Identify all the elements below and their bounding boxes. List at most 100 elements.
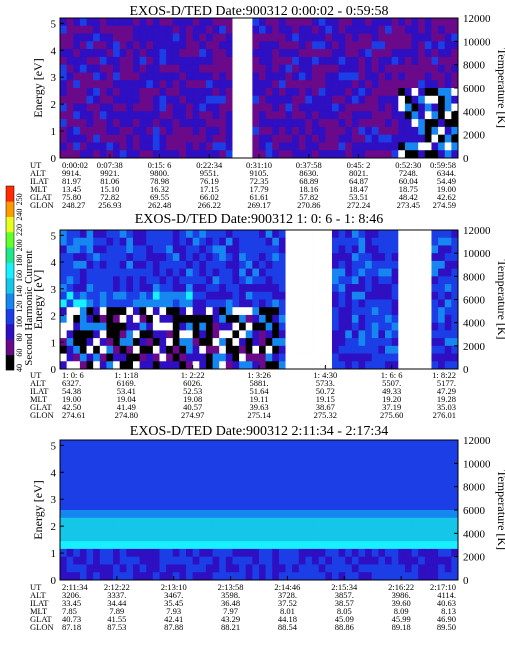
heatmap-cell bbox=[119, 486, 127, 495]
heatmap-cell bbox=[192, 548, 200, 558]
heatmap-cell bbox=[172, 95, 180, 104]
heatmap-cell bbox=[431, 80, 439, 89]
heatmap-cell bbox=[292, 572, 300, 581]
heatmap-cell bbox=[272, 230, 280, 239]
heatmap-cell bbox=[331, 533, 339, 542]
heatmap-cell bbox=[212, 455, 220, 464]
heatmap-cell bbox=[212, 284, 220, 293]
heatmap-cell bbox=[312, 33, 320, 42]
heatmap-cell bbox=[199, 541, 207, 550]
heatmap-cell bbox=[391, 463, 399, 472]
heatmap-cell bbox=[424, 291, 432, 300]
heatmap-cell bbox=[345, 88, 353, 97]
heatmap-cell bbox=[225, 345, 233, 354]
heatmap-cell bbox=[312, 533, 320, 542]
heatmap-cell bbox=[139, 88, 147, 97]
heatmap-cell bbox=[345, 25, 353, 34]
heatmap-cell bbox=[179, 260, 187, 270]
heatmap-cell bbox=[245, 237, 253, 246]
heatmap-cell bbox=[166, 361, 174, 370]
heatmap-cell bbox=[66, 142, 74, 151]
heatmap-cell bbox=[424, 142, 432, 151]
heatmap-cell bbox=[172, 103, 180, 112]
ephemeris-value: 275.32 bbox=[314, 410, 337, 420]
heatmap-cell bbox=[205, 322, 213, 331]
heatmap-cell bbox=[126, 322, 134, 331]
heatmap-cell bbox=[398, 103, 406, 112]
heatmap-cell bbox=[113, 517, 121, 526]
heatmap-cell bbox=[106, 517, 114, 526]
heatmap-cell bbox=[338, 49, 346, 58]
heatmap-cell bbox=[192, 142, 200, 151]
heatmap-cell bbox=[113, 502, 121, 511]
heatmap-cell bbox=[126, 142, 134, 151]
heatmap-cell bbox=[325, 237, 333, 246]
heatmap-cell bbox=[159, 49, 167, 58]
heatmap-cell bbox=[60, 322, 68, 331]
heatmap-cell bbox=[431, 548, 439, 558]
heatmap-cell bbox=[225, 80, 233, 89]
heatmap-cell bbox=[205, 245, 213, 254]
heatmap-cell bbox=[431, 330, 439, 339]
colorbar-swatch bbox=[6, 201, 14, 217]
chart-title: EXOS-D/TED Date:900312 1: 0: 6 - 1: 8:46 bbox=[135, 212, 383, 227]
ephemeris-value: 9105. bbox=[249, 168, 268, 178]
heatmap-cell bbox=[86, 103, 94, 112]
heatmap-cell bbox=[79, 150, 87, 159]
heatmap-cell bbox=[139, 230, 147, 239]
heatmap-cell bbox=[166, 525, 174, 534]
heatmap-cell bbox=[285, 119, 293, 128]
heatmap-cell bbox=[265, 556, 273, 565]
heatmap-cell bbox=[298, 502, 306, 511]
heatmap-cell bbox=[385, 268, 393, 277]
heatmap-cell bbox=[404, 440, 412, 449]
heatmap-cell bbox=[73, 80, 81, 89]
heatmap-cell bbox=[139, 486, 147, 495]
heatmap-cell bbox=[66, 230, 74, 239]
heatmap-cell bbox=[338, 18, 346, 27]
heatmap-cell bbox=[391, 517, 399, 526]
heatmap-cell bbox=[192, 119, 200, 128]
heatmap-cell bbox=[212, 564, 220, 573]
heatmap-cell bbox=[371, 353, 379, 362]
heatmap-cell bbox=[451, 486, 459, 495]
heatmap-cell bbox=[139, 447, 147, 456]
ephemeris-value: 72.82 bbox=[100, 192, 119, 202]
heatmap-cell bbox=[272, 103, 280, 112]
heatmap-cell bbox=[278, 268, 286, 277]
heatmap-cell bbox=[252, 502, 260, 511]
heatmap-cell bbox=[351, 502, 359, 511]
heatmap-cell bbox=[451, 260, 459, 270]
heatmap-cell bbox=[186, 80, 194, 89]
heatmap-cell bbox=[106, 564, 114, 573]
heatmap-cell bbox=[278, 142, 286, 151]
heatmap-cell bbox=[139, 564, 147, 573]
heatmap-cell bbox=[331, 291, 339, 300]
heatmap-cell bbox=[146, 72, 154, 81]
heatmap-cell bbox=[172, 338, 180, 347]
heatmap-cell bbox=[132, 510, 140, 519]
heatmap-cell bbox=[132, 276, 140, 285]
heatmap-cell bbox=[219, 463, 227, 472]
heatmap-cell bbox=[351, 56, 359, 66]
heatmap-cell bbox=[146, 142, 154, 151]
heatmap-cell bbox=[239, 502, 247, 511]
heatmap-cell bbox=[338, 510, 346, 519]
heatmap-cell bbox=[278, 338, 286, 347]
heatmap-cell bbox=[404, 88, 412, 97]
heatmap-cell bbox=[411, 338, 419, 347]
heatmap-cell bbox=[99, 548, 107, 558]
ephemeris-value: 75.80 bbox=[62, 192, 81, 202]
heatmap-cell bbox=[331, 72, 339, 81]
heatmap-cell bbox=[119, 33, 127, 42]
heatmap-cell bbox=[451, 72, 459, 81]
heatmap-cell bbox=[385, 353, 393, 362]
heatmap-cell bbox=[318, 353, 326, 362]
heatmap-cell bbox=[351, 230, 359, 239]
heatmap-cell bbox=[325, 119, 333, 128]
heatmap-cell bbox=[438, 49, 446, 58]
heatmap-cell bbox=[152, 517, 160, 526]
heatmap-cell bbox=[179, 150, 187, 159]
heatmap-cell bbox=[398, 18, 406, 27]
